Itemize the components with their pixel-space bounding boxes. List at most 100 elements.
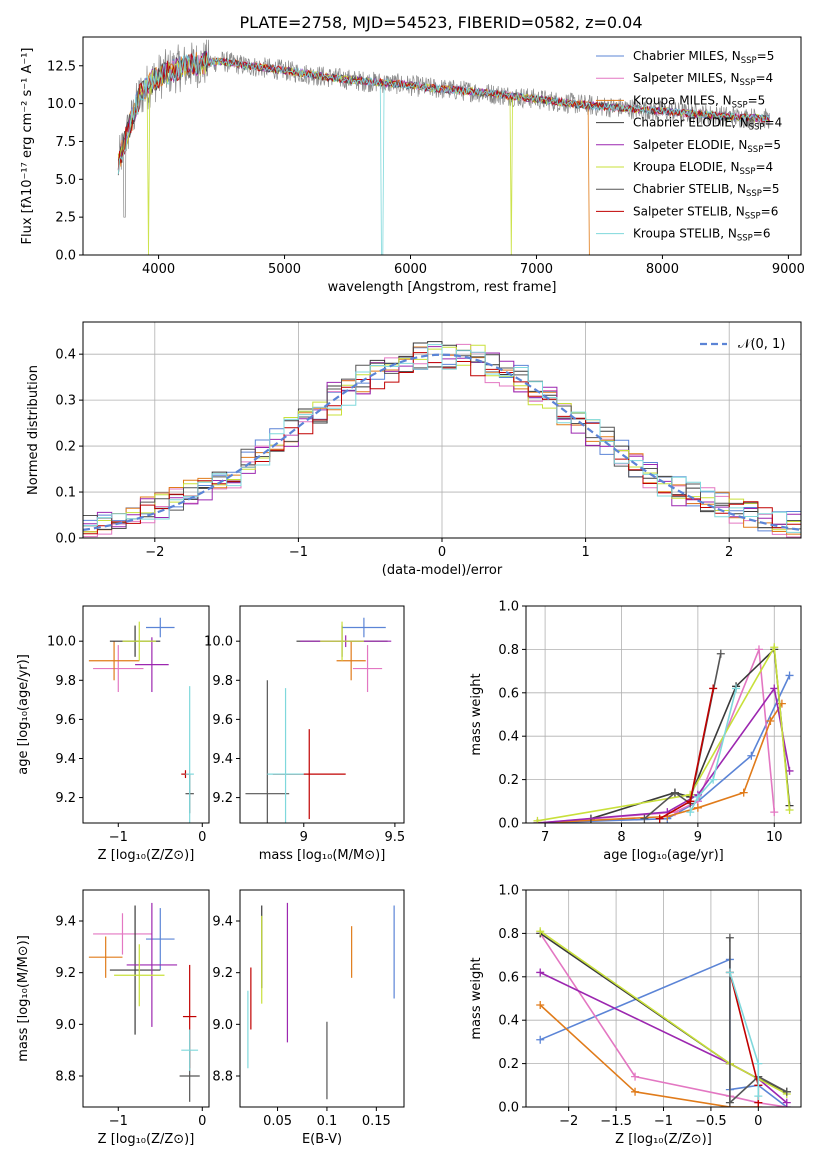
legend-label: Chabrier STELIB, NSSP=5 (633, 182, 780, 199)
x-tick-label: 0 (438, 545, 446, 560)
x-tick-label: 0.15 (362, 1114, 391, 1129)
weight-marker (686, 808, 695, 817)
weight-marker (693, 792, 702, 801)
model-line-2 (117, 52, 590, 255)
weight-marker (782, 1098, 791, 1107)
plot-area (526, 890, 801, 1107)
y-tick-label: 0.0 (498, 817, 519, 832)
y-tick-label: 0.4 (498, 1014, 519, 1029)
weight-line-2 (539, 1004, 759, 1107)
weight-marker (739, 788, 748, 797)
x-tick-label: 0 (198, 1114, 206, 1129)
y-tick-label: 0.1 (55, 486, 76, 501)
errorbar-point-1 (93, 645, 144, 693)
weight-marker (631, 1072, 640, 1081)
plot-area (526, 606, 801, 823)
weight-marker (655, 814, 664, 823)
y-tick-label: 9.0 (212, 1018, 233, 1033)
errorbar-point-0 (146, 617, 175, 638)
y-tick-label: 10.0 (47, 97, 76, 112)
y-tick-label: 0.2 (498, 773, 519, 788)
axes-frame (82, 605, 210, 824)
x-tick-label: −0.5 (695, 1114, 727, 1129)
weight-marker (670, 788, 679, 797)
x-tick-label: 9000 (772, 262, 805, 277)
weight-marker (754, 645, 763, 654)
axes-age_vs_mass: 9 9.5 9.2 9.4 9.6 9.8 10.0 mass [log₁₀(M/M⊙)] (204, 605, 406, 863)
y-axis-label: mass [log₁₀(M/M⊙)] (16, 935, 31, 1062)
y-tick-label: 0.0 (55, 249, 76, 264)
x-axis-label: Z [log₁₀(Z/Z⊙)] (98, 1132, 195, 1147)
weight-marker (536, 1001, 545, 1010)
histogram-3 (83, 341, 801, 530)
axes-spectrum: 4000 5000 6000 7000 8000 9000 0.0 2.5 5.0 7.5 10.0… (20, 36, 805, 295)
legend-label: Salpeter STELIB, NSSP=6 (633, 204, 778, 221)
weight-marker (766, 717, 775, 726)
x-tick-label: −1 (109, 830, 128, 845)
weight-marker (536, 968, 545, 977)
legend-label: Salpeter MILES, NSSP=4 (633, 71, 773, 88)
x-axis-label: E(B-V) (302, 1132, 342, 1147)
weight-marker (709, 775, 718, 784)
x-axis-label: Z [log₁₀(Z/Z⊙)] (615, 1132, 712, 1147)
legend-label: Chabrier MILES, NSSP=5 (633, 49, 774, 66)
plot-area (117, 39, 770, 255)
errorbar-point-2 (88, 936, 123, 978)
legend-label: 𝒩(0, 1) (738, 337, 785, 352)
errorbar-point-0 (146, 908, 175, 971)
y-tick-label: 8.8 (212, 1070, 233, 1085)
y-tick-label: 9.2 (212, 966, 233, 981)
axes-mass_vs_ebv: 0.05 0.1 0.15 8.8 9.0 9.2 9.4 E(B-V) (212, 889, 405, 1147)
weight-marker (536, 927, 545, 936)
weight-marker (725, 1098, 734, 1107)
x-tick-label: 0.05 (263, 1114, 292, 1129)
errorbar-point-8 (185, 686, 194, 823)
y-tick-label: 0.3 (55, 394, 76, 409)
weight-marker (640, 814, 649, 823)
y-tick-label: 8.8 (55, 1070, 76, 1085)
weight-line-0 (537, 675, 791, 823)
x-axis-label: (data-model)/error (382, 563, 503, 578)
y-tick-label: 9.6 (55, 713, 76, 728)
weight-marker (754, 1092, 763, 1101)
weight-marker (725, 968, 734, 977)
y-axis-label: mass weight (469, 673, 484, 755)
y-tick-label: 2.5 (55, 211, 76, 226)
x-tick-label: 8 (617, 830, 625, 845)
x-tick-label: 0 (754, 1114, 762, 1129)
weight-marker (754, 1059, 763, 1068)
weight-line-8 (689, 688, 737, 813)
weight-marker (785, 671, 794, 680)
y-axis-label: Flux [fλ10⁻¹⁷ erg cm⁻² s⁻¹ A⁻¹] (20, 48, 35, 245)
x-tick-label: −2 (145, 545, 164, 560)
legend-label: Kroupa ELODIE, NSSP=4 (633, 160, 773, 177)
x-tick-label: 6000 (394, 262, 427, 277)
x-tick-label: −1.5 (600, 1114, 632, 1129)
x-tick-label: 0 (198, 830, 206, 845)
x-tick-label: 1 (581, 545, 589, 560)
y-tick-label: 5.0 (55, 173, 76, 188)
errorbar-point-8 (181, 1029, 199, 1071)
weight-marker (716, 649, 725, 658)
x-tick-label: −2 (559, 1114, 578, 1129)
y-tick-label: 9.8 (212, 674, 233, 689)
weight-marker (686, 797, 695, 806)
legend-label: Chabrier ELODIE, NSSP=4 (633, 116, 782, 133)
observed-spectrum (117, 39, 770, 218)
y-tick-label: 9.2 (55, 966, 76, 981)
normal-curve (83, 353, 801, 531)
x-tick-label: 2 (725, 545, 733, 560)
axes-age_vs_Z: −1 0 9.2 9.4 9.6 9.8 10.0 Z [log₁₀(Z/Z⊙)] age [l… (16, 605, 210, 863)
weight-marker (533, 816, 542, 823)
errorbar-point-1 (93, 913, 152, 955)
weight-marker (770, 643, 779, 652)
x-tick-label: 9.5 (385, 830, 406, 845)
histogram-8 (83, 344, 801, 533)
errorbar-point-8 (267, 688, 304, 823)
x-axis-label: Z [log₁₀(Z/Z⊙)] (98, 848, 195, 863)
axes-residuals: −2 −1 0 1 2 0.0 0.1 0.2 0.3 0.4 (data-model)/error… (26, 321, 802, 578)
y-tick-label: 9.6 (212, 713, 233, 728)
y-tick-label: 7.5 (55, 135, 76, 150)
axes-frame (82, 36, 802, 256)
